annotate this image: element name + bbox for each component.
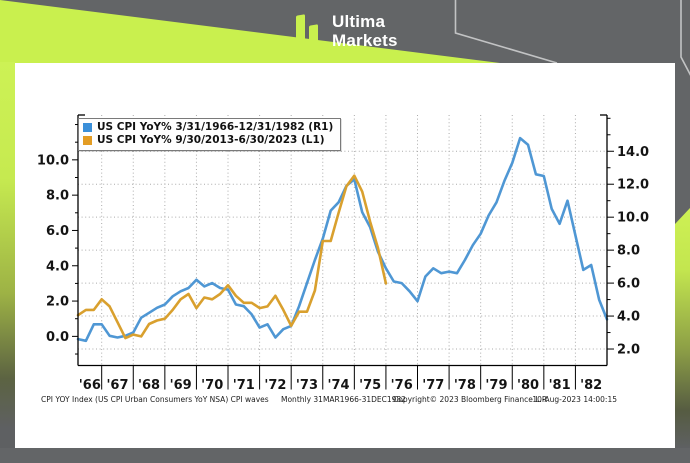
svg-text:2.0: 2.0 — [617, 343, 640, 358]
logo-word-2: Markets — [332, 30, 398, 50]
svg-text:'73: '73 — [296, 378, 318, 393]
ultima-markets-logo: Ultima Markets — [296, 12, 398, 53]
legend-label-blue: US CPI YoY% 3/31/1966-12/31/1982 (R1) — [97, 121, 334, 133]
logo-bar-right — [309, 24, 318, 52]
logo-bar-left — [296, 14, 305, 42]
svg-text:6.0: 6.0 — [46, 224, 69, 239]
svg-text:'81: '81 — [549, 378, 571, 393]
svg-text:'76: '76 — [391, 378, 413, 393]
svg-text:'72: '72 — [264, 378, 286, 393]
svg-text:2.0: 2.0 — [46, 295, 69, 310]
svg-text:14.0: 14.0 — [617, 145, 649, 160]
svg-text:'82: '82 — [580, 378, 602, 393]
chart-legend: US CPI YoY% 3/31/1966-12/31/1982 (R1) US… — [78, 118, 342, 151]
svg-text:6.0: 6.0 — [617, 277, 640, 292]
lime-right-strip-decoration — [675, 208, 690, 448]
svg-text:12.0: 12.0 — [617, 178, 649, 193]
svg-text:'67: '67 — [106, 378, 128, 393]
cpi-comparison-chart: '66 '67 '68 '69 '70 '71 '72 '73 '74 '75 '76 '77 '78 '… — [37, 114, 649, 393]
chart-footer: CPI YOY Index (US CPI Urban Consumers Yo… — [15, 395, 675, 407]
svg-text:4.0: 4.0 — [46, 259, 69, 274]
ultima-markets-logo-icon — [296, 13, 321, 53]
logo-word-1: Ultima — [332, 12, 386, 31]
svg-text:'78: '78 — [454, 378, 476, 393]
legend-item-blue: US CPI YoY% 3/31/1966-12/31/1982 (R1) — [83, 121, 334, 134]
chart-panel: '66 '67 '68 '69 '70 '71 '72 '73 '74 '75 '76 '77 '78 '… — [15, 63, 675, 448]
svg-text:'77: '77 — [422, 378, 444, 393]
svg-text:8.0: 8.0 — [46, 189, 69, 204]
svg-text:'79: '79 — [485, 378, 507, 393]
svg-text:4.0: 4.0 — [617, 310, 640, 325]
svg-text:'68: '68 — [138, 378, 160, 393]
footer-copyright: Copyright© 2023 Bloomberg Finance L.P. — [393, 395, 548, 404]
svg-text:10.0: 10.0 — [617, 211, 649, 226]
svg-text:10.0: 10.0 — [37, 153, 69, 168]
legend-item-orange: US CPI YoY% 9/30/2013-6/30/2023 (L1) — [83, 133, 333, 147]
footer-index-description: CPI YOY Index (US CPI Urban Consumers Yo… — [41, 395, 269, 404]
svg-text:'71: '71 — [233, 378, 255, 393]
svg-text:0.0: 0.0 — [46, 330, 69, 345]
svg-text:'66: '66 — [79, 378, 101, 393]
footer-periodicity: Monthly 31MAR1966-31DEC1982 — [281, 395, 406, 404]
legend-swatch-orange — [83, 135, 92, 145]
svg-text:'69: '69 — [170, 378, 192, 393]
svg-text:'75: '75 — [359, 378, 381, 393]
svg-text:'74: '74 — [328, 378, 350, 393]
lime-left-strip-decoration — [0, 62, 15, 448]
legend-label-orange: US CPI YoY% 9/30/2013-6/30/2023 (L1) — [97, 133, 325, 146]
svg-text:'70: '70 — [201, 378, 223, 393]
logo-wordmark: Ultima Markets — [332, 12, 398, 50]
svg-text:8.0: 8.0 — [617, 244, 640, 259]
legend-swatch-blue — [83, 123, 92, 133]
svg-text:'80: '80 — [517, 378, 539, 393]
footer-timestamp: 10-Aug-2023 14:00:15 — [532, 395, 617, 404]
